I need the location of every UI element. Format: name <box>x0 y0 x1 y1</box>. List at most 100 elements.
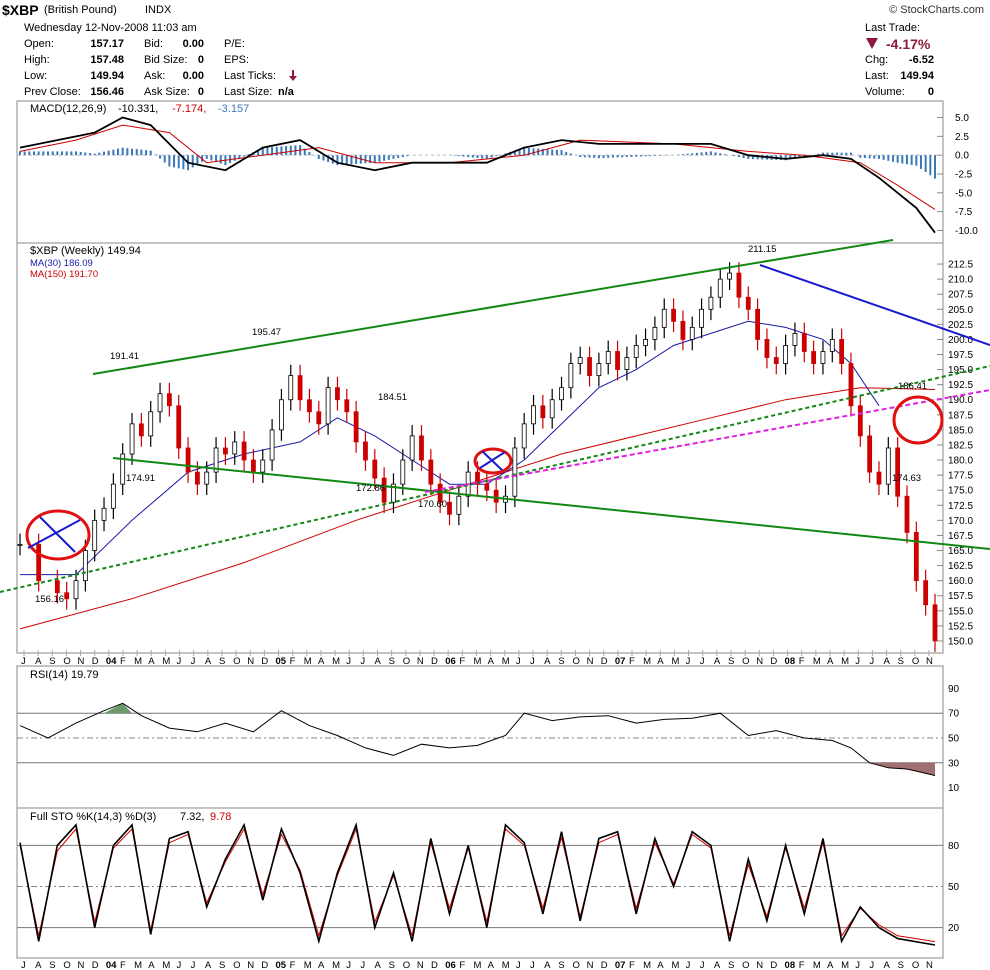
rsi-y-tick-label: 10 <box>948 783 960 794</box>
macd-histogram-bar <box>289 145 292 156</box>
x-tick-label: S <box>898 656 904 667</box>
blue-x-mark <box>27 519 81 549</box>
rsi-y-tick-label: 50 <box>948 734 960 745</box>
rsi-panel-frame <box>16 665 944 809</box>
x-tick-label-bottom: J <box>530 960 535 970</box>
x-tick-label-bottom: A <box>657 960 664 970</box>
price-candle <box>307 399 312 413</box>
last-trade-pct: -4.17% <box>886 36 931 52</box>
price-y-tick-label: 205.0 <box>948 305 973 316</box>
macd-histogram-bar <box>341 155 344 165</box>
macd-histogram-bar <box>835 152 838 156</box>
x-tick-label-bottom: D <box>770 960 777 970</box>
x-tick-label: O <box>63 656 70 667</box>
x-tick-label-bottom: J <box>346 960 351 970</box>
price-candle <box>101 507 107 521</box>
price-candle <box>475 471 480 485</box>
macd-histogram-bar <box>714 152 717 156</box>
macd-histogram-bar <box>919 155 922 169</box>
x-tick-label: S <box>49 656 55 667</box>
x-tick-label-bottom: M <box>162 960 170 970</box>
macd-histogram-bar <box>28 151 31 156</box>
x-tick-label-bottom: J <box>360 960 365 970</box>
x-tick-label: M <box>643 656 651 667</box>
price-candle <box>279 399 284 431</box>
x-tick-label-bottom: 07 <box>615 960 626 970</box>
ma30-line <box>20 320 880 576</box>
x-tick-label-bottom: J <box>21 960 26 970</box>
price-candle <box>213 447 219 473</box>
price-candle <box>596 363 602 377</box>
macd-histogram-bar <box>527 147 530 156</box>
macd-histogram-bar <box>868 155 871 159</box>
price-y-tick-label: 180.0 <box>948 456 973 467</box>
price-annotation: 172.86 <box>356 483 385 494</box>
price-candle <box>288 375 294 401</box>
x-tick-label-bottom: J <box>516 960 521 970</box>
rsi-oversold-fill <box>869 762 935 776</box>
red-circle-1 <box>25 509 91 561</box>
price-y-tick-label: 187.5 <box>948 410 973 421</box>
x-tick-label-bottom: M <box>473 960 481 970</box>
price-candle <box>820 351 826 364</box>
macd-histogram-bar <box>149 150 152 156</box>
x-tick-label-bottom: N <box>78 960 85 970</box>
macd-histogram-bar <box>597 155 600 159</box>
datetime: Wednesday 12-Nov-2008 11:03 am <box>24 22 197 34</box>
price-y-tick-label: 210.0 <box>948 275 973 286</box>
macd-histogram-bar <box>583 155 586 158</box>
macd-histogram-bar <box>369 155 372 164</box>
x-tick-label: N <box>587 656 594 667</box>
open-label: Open: <box>24 38 54 50</box>
x-tick-label-bottom: M <box>502 960 510 970</box>
x-tick-label: F <box>459 656 465 667</box>
macd-histogram-bar <box>513 150 516 156</box>
macd-histogram-bar <box>280 146 283 156</box>
macd-histogram-bar <box>859 155 862 158</box>
x-tick-label-bottom: M <box>304 960 312 970</box>
macd-histogram-bar <box>327 155 330 163</box>
macd-histogram-bar <box>877 155 880 159</box>
macd-histogram-bar <box>555 149 558 156</box>
price-candle <box>17 544 23 546</box>
price-candle <box>297 375 303 401</box>
price-annotation: 195.47 <box>252 327 281 338</box>
x-tick-label-bottom: D <box>601 960 608 970</box>
macd-histogram-bar <box>658 155 661 156</box>
last-value: 149.94 <box>900 70 934 82</box>
price-candle <box>867 435 873 473</box>
price-y-tick-label: 195.0 <box>948 365 973 376</box>
macd-histogram-bar <box>121 147 124 156</box>
x-tick-label-bottom: 05 <box>276 960 287 970</box>
x-tick-label-bottom: A <box>375 960 382 970</box>
macd-histogram-bar <box>691 153 694 156</box>
macd-histogram-bar <box>79 151 82 156</box>
ma150-line <box>19 387 936 630</box>
x-tick-label-bottom: M <box>671 960 679 970</box>
x-tick-label: J <box>346 656 351 667</box>
price-candle <box>689 326 695 340</box>
macd-histogram-bar <box>336 155 339 166</box>
ask-size-label: Ask Size: <box>144 86 190 98</box>
macd-histogram-bar <box>607 155 610 158</box>
x-tick-label-bottom: S <box>558 960 564 970</box>
price-candle <box>717 278 723 298</box>
price-candle <box>419 435 424 461</box>
macd-histogram-bar <box>649 155 652 157</box>
macd-histogram-bar <box>644 155 647 157</box>
price-y-tick-label: 212.5 <box>948 260 973 271</box>
price-y-tick-label: 170.0 <box>948 516 973 527</box>
price-candle <box>400 459 406 485</box>
chg-label: Chg: <box>865 54 889 66</box>
macd-y-tick-label: -5.0 <box>955 188 973 199</box>
macd-histogram-bar <box>243 155 246 157</box>
x-tick-label: 07 <box>615 656 626 667</box>
x-tick-label: M <box>841 656 849 667</box>
x-tick-label: 05 <box>276 656 287 667</box>
price-annotation: 186.41 <box>898 381 927 392</box>
bid-size-label: Bid Size: <box>144 54 188 66</box>
x-tick-label: J <box>700 656 705 667</box>
macd-histogram-bar <box>616 155 619 158</box>
macd-histogram-bar <box>261 147 264 156</box>
macd-histogram-bar <box>65 151 68 156</box>
